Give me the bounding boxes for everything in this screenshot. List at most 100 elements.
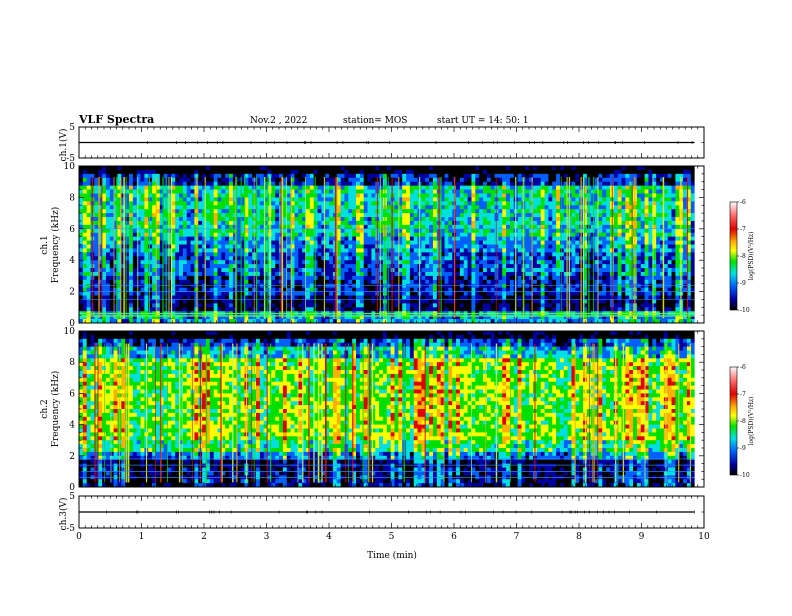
- spectrogram-cell: [348, 248, 352, 252]
- spectrogram-cell: [310, 237, 314, 241]
- spectrogram-cell: [229, 256, 233, 260]
- spectrogram-cell: [445, 229, 449, 233]
- spectrogram-cell: [525, 299, 529, 303]
- spectrogram-cell: [133, 268, 137, 272]
- spectrogram-cell: [214, 241, 218, 245]
- spectrogram-cell: [271, 233, 275, 237]
- spectrogram-cell: [183, 193, 187, 197]
- spectrogram-cell: [314, 217, 318, 221]
- spectrogram-cell: [506, 252, 510, 256]
- spectrogram-cell: [306, 217, 310, 221]
- spectrogram-cell: [275, 170, 279, 174]
- spectrogram-cell: [198, 174, 202, 178]
- spectrogram-cell: [329, 248, 333, 252]
- spectrogram-cell: [179, 307, 183, 311]
- spectrogram-cell: [329, 217, 333, 221]
- spectrogram-cell: [110, 252, 114, 256]
- spectrogram-cell: [502, 190, 506, 194]
- spectrogram-cell: [310, 280, 314, 284]
- spectrogram-cell: [225, 272, 229, 276]
- spectrogram-cell: [495, 268, 499, 272]
- spectrogram-cell: [448, 186, 452, 190]
- spectrogram-cell: [352, 186, 356, 190]
- spectrogram-cell: [425, 190, 429, 194]
- spectrogram-cell: [179, 213, 183, 217]
- spectrogram-cell: [495, 241, 499, 245]
- spectrogram-cell: [225, 264, 229, 268]
- spectrogram-cell: [433, 252, 437, 256]
- spectrogram-cell: [298, 229, 302, 233]
- spectrogram-cell: [275, 193, 279, 197]
- spectrogram-cell: [271, 237, 275, 241]
- spectrogram-cell: [425, 221, 429, 225]
- spectrogram-cell: [110, 205, 114, 209]
- spectrogram-cell: [518, 284, 522, 288]
- spectrogram-cell: [141, 272, 145, 276]
- spectrogram-cell: [179, 292, 183, 296]
- spectrogram-cell: [414, 264, 418, 268]
- spectrogram-cell: [94, 170, 98, 174]
- spectrogram-cell: [344, 205, 348, 209]
- spectrogram-cell: [498, 303, 502, 307]
- spectrogram-cell: [221, 268, 225, 272]
- spectrogram-cell: [175, 284, 179, 288]
- spectrogram-cell: [456, 197, 460, 201]
- spectrogram-cell: [529, 276, 533, 280]
- spectrogram-cell: [498, 241, 502, 245]
- spectrogram-cell: [395, 229, 399, 233]
- spectrogram-cell: [275, 272, 279, 276]
- spectrogram-cell: [525, 256, 529, 260]
- spectrogram-cell: [410, 299, 414, 303]
- spectrogram-cell: [364, 221, 368, 225]
- spectrogram-cell: [429, 209, 433, 213]
- spectrogram-cell: [395, 174, 399, 178]
- spectrogram-cell: [102, 201, 106, 205]
- spectrogram-cell: [310, 256, 314, 260]
- spectrogram-cell: [329, 178, 333, 182]
- spectrogram-cell: [502, 205, 506, 209]
- spectrogram-cell: [402, 303, 406, 307]
- spectrogram-cell: [421, 307, 425, 311]
- spectrogram-cell: [210, 241, 214, 245]
- spectrogram-cell: [387, 229, 391, 233]
- spectrogram-cell: [287, 256, 291, 260]
- spectrogram-cell: [521, 166, 525, 170]
- spectrogram-cell: [529, 268, 533, 272]
- spectrogram-cell: [456, 213, 460, 217]
- spectrogram-cell: [206, 178, 210, 182]
- spectrogram-cell: [318, 292, 322, 296]
- spectrogram-cell: [318, 280, 322, 284]
- spectrogram-cell: [445, 299, 449, 303]
- spectrogram-cell: [371, 190, 375, 194]
- spectrogram-cell: [148, 213, 152, 217]
- spectrogram-cell: [141, 276, 145, 280]
- spectrogram-cell: [287, 245, 291, 249]
- spectrogram-cell: [187, 307, 191, 311]
- spectrogram-cell: [314, 303, 318, 307]
- spectrogram-cell: [306, 197, 310, 201]
- spectrogram-cell: [479, 170, 483, 174]
- spectrogram-cell: [206, 170, 210, 174]
- spectrogram-cell: [325, 241, 329, 245]
- spectrogram-cell: [83, 264, 87, 268]
- spectrogram-cell: [318, 205, 322, 209]
- spectrogram-cell: [110, 193, 114, 197]
- spectrogram-cell: [471, 229, 475, 233]
- spectrogram-cell: [364, 186, 368, 190]
- spectrogram-cell: [406, 284, 410, 288]
- spectrogram-cell: [306, 233, 310, 237]
- spectrogram-cell: [183, 233, 187, 237]
- spectrogram-cell: [456, 268, 460, 272]
- spectrogram-cell: [225, 174, 229, 178]
- spectrogram-cell: [248, 248, 252, 252]
- spectrogram-cell: [83, 221, 87, 225]
- spectrogram-cell: [425, 205, 429, 209]
- spectrogram-cell: [356, 260, 360, 264]
- spectrogram-cell: [468, 209, 472, 213]
- spectrogram-cell: [518, 178, 522, 182]
- spectrogram-cell: [364, 237, 368, 241]
- spectrogram-cell: [287, 205, 291, 209]
- spectrogram-cell: [137, 284, 141, 288]
- spectrogram-cell: [144, 170, 148, 174]
- spectrogram-cell: [225, 284, 229, 288]
